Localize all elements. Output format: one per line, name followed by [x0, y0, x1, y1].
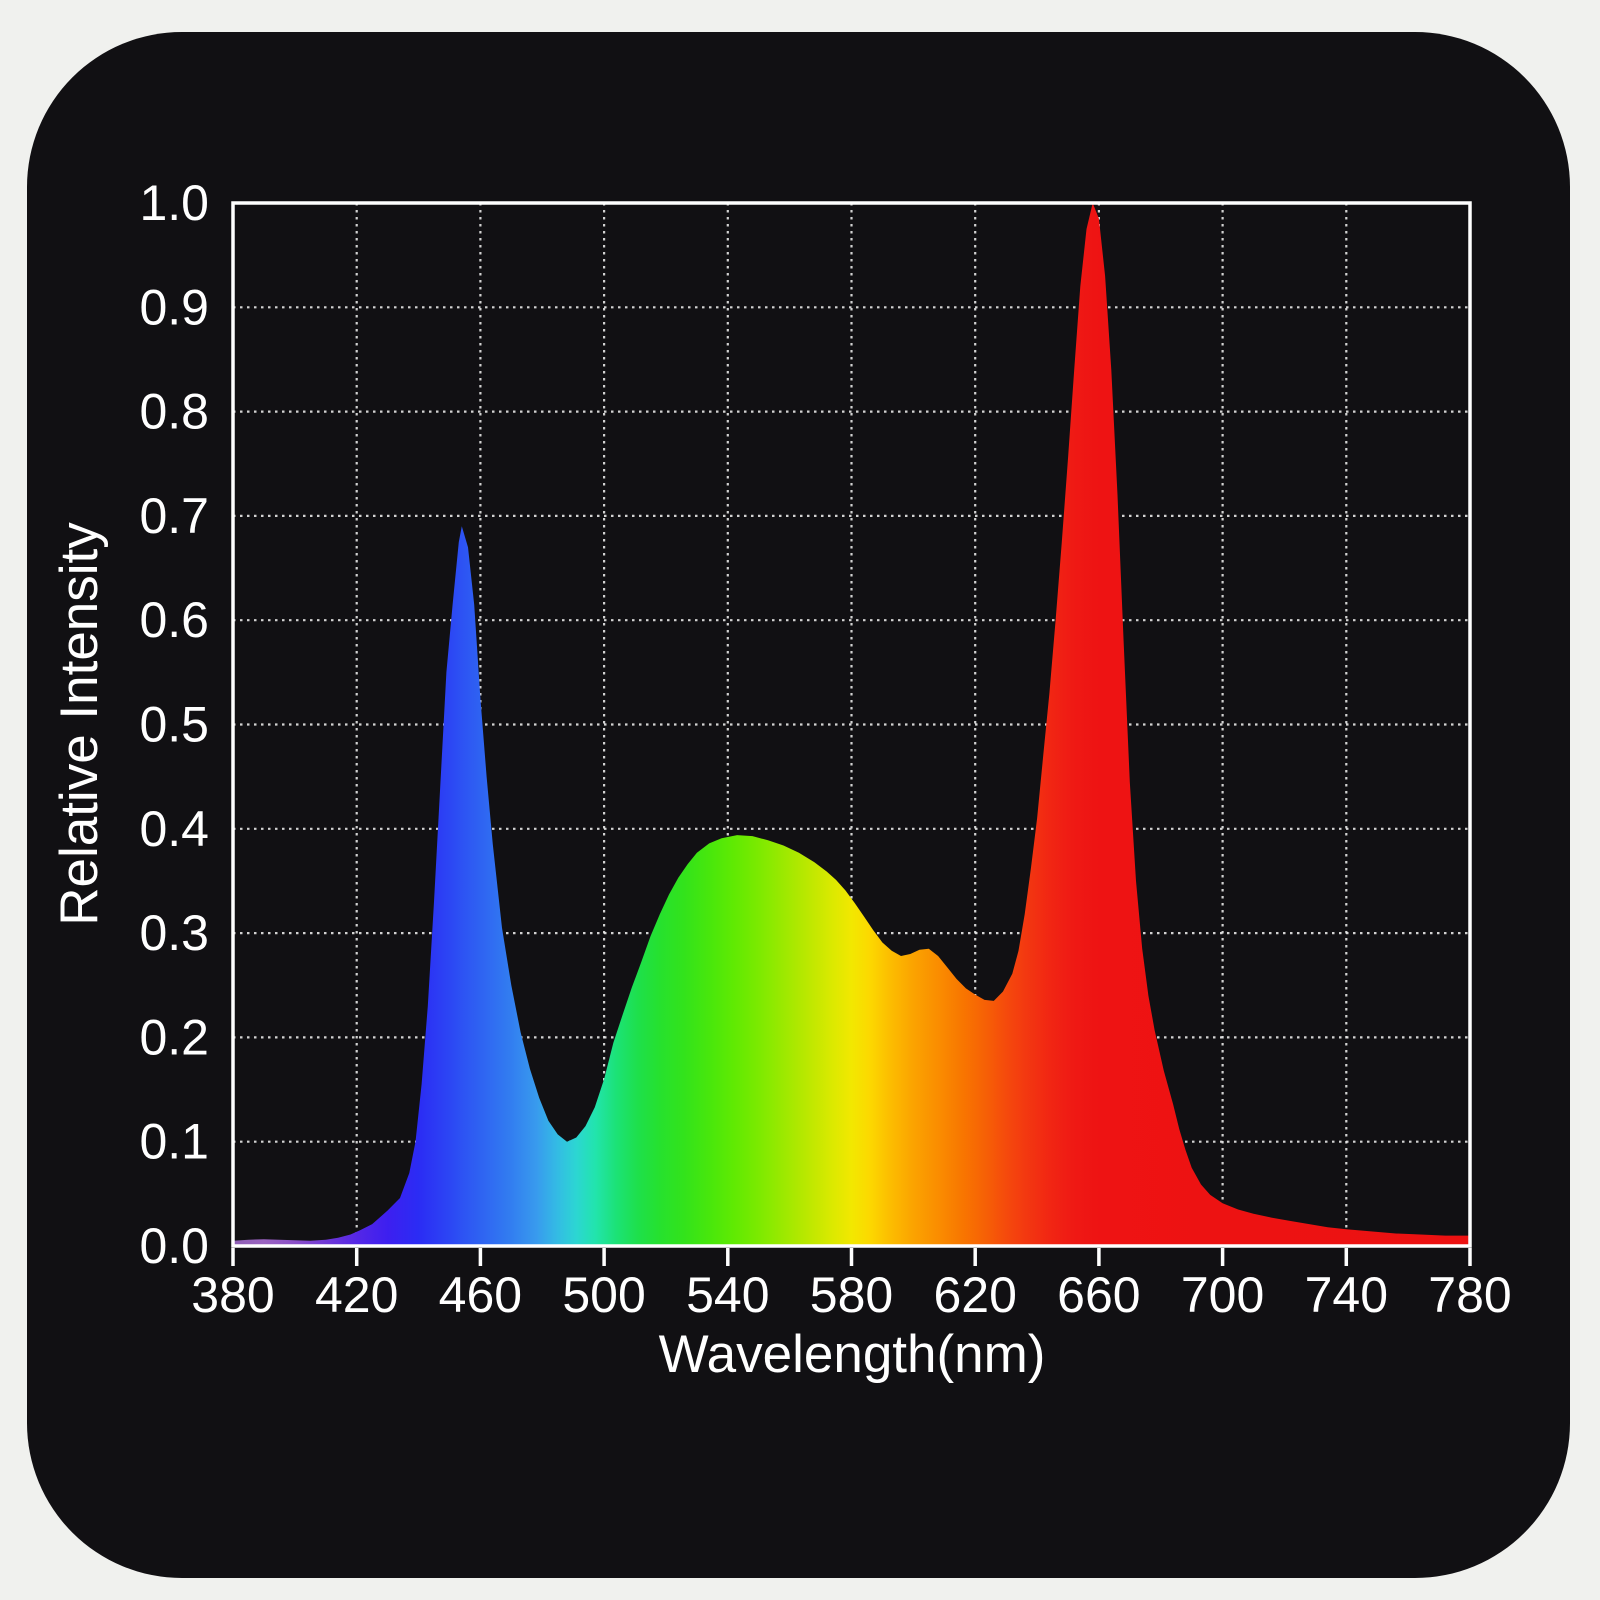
y-tick-label-0.7: 0.7: [139, 488, 209, 544]
x-tick-label-420: 420: [315, 1267, 398, 1323]
x-axis-ticks: [231, 1248, 1472, 1266]
x-axis-title: Wavelength(nm): [659, 1325, 1046, 1384]
y-tick-label-0.4: 0.4: [139, 801, 209, 857]
x-tick-label-620: 620: [933, 1267, 1016, 1323]
y-tick-label-1.0: 1.0: [139, 175, 209, 231]
x-tick-label-500: 500: [562, 1267, 645, 1323]
x-tick-label-380: 380: [191, 1267, 274, 1323]
y-tick-label-0.8: 0.8: [139, 384, 209, 440]
x-tick-label-660: 660: [1057, 1267, 1140, 1323]
x-tick-label-780: 780: [1428, 1267, 1511, 1323]
x-tick-label-700: 700: [1181, 1267, 1264, 1323]
x-tick-label-460: 460: [439, 1267, 522, 1323]
y-tick-label-0.0: 0.0: [139, 1218, 209, 1274]
y-tick-label-0.9: 0.9: [139, 279, 209, 335]
y-tick-label-0.6: 0.6: [139, 592, 209, 648]
y-tick-label-0.3: 0.3: [139, 905, 209, 961]
y-tick-label-0.2: 0.2: [139, 1009, 209, 1065]
y-tick-label-0.1: 0.1: [139, 1114, 209, 1170]
y-axis-title: Relative Intensity: [50, 522, 109, 926]
x-tick-label-580: 580: [810, 1267, 893, 1323]
x-tick-label-540: 540: [686, 1267, 769, 1323]
spectrum-area: [233, 203, 1470, 1246]
plot-border: [231, 201, 1472, 1248]
x-tick-label-740: 740: [1305, 1267, 1388, 1323]
y-tick-labels: 0.0 0.1 0.2 0.3 0.4 0.5 0.6 0.7 0.8 0.9 1.0: [139, 175, 209, 1274]
y-tick-label-0.5: 0.5: [139, 697, 209, 753]
x-tick-labels: 380 420 460 500 540 580 620 660 700 740 780: [191, 1267, 1511, 1323]
